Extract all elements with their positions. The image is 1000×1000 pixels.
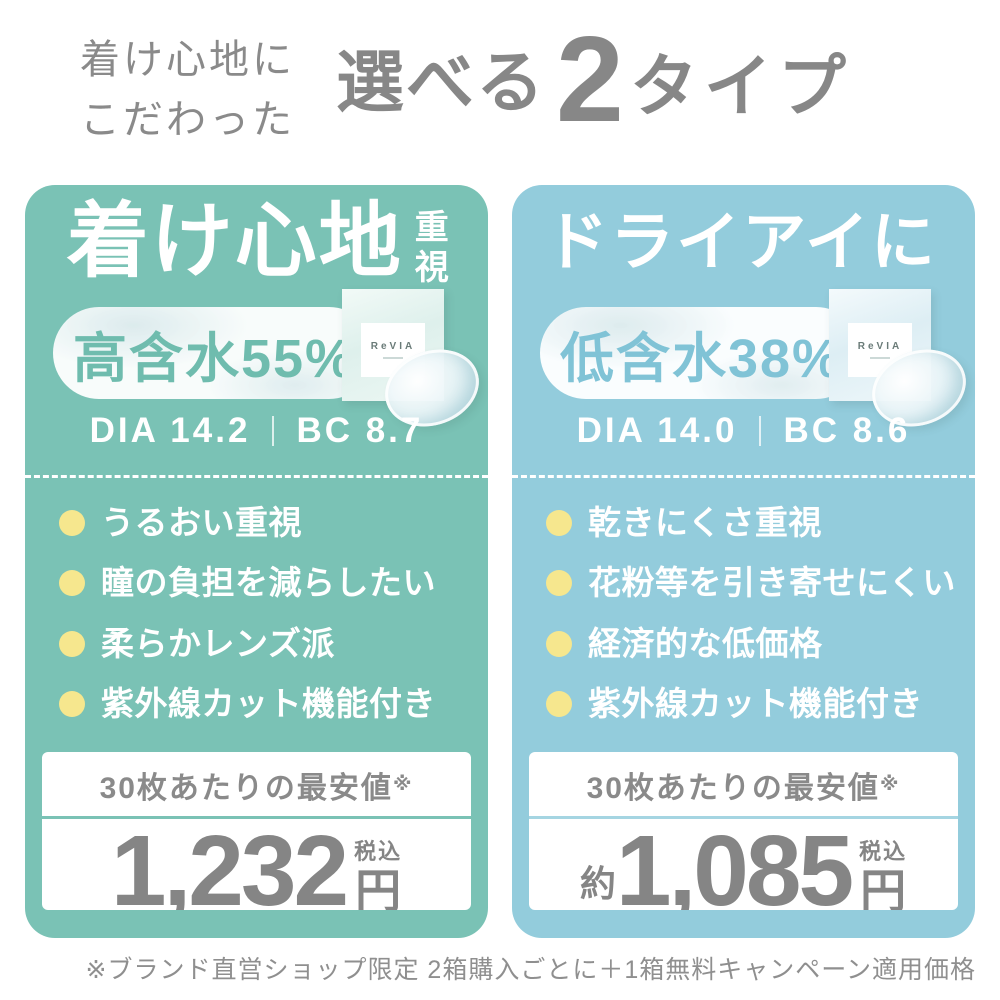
feature-text: 瞳の負担を減らしたい (101, 564, 436, 602)
spec-separator (272, 416, 275, 446)
feature-item: 紫外線カット機能付き (546, 684, 967, 722)
water-content-text: 低含水38% (559, 328, 843, 389)
price-amount: 1,085 (615, 815, 854, 910)
price-label: 30枚あたりの最安値※ (42, 763, 471, 807)
brand-logo: ReVIA (370, 341, 416, 352)
bullet-dot-icon (546, 570, 572, 597)
feature-text: 乾きにくさ重視 (588, 504, 822, 541)
logo-subline (383, 357, 403, 359)
feature-text: 紫外線カット機能付き (101, 684, 436, 722)
spec-dia: DIA 14.0 (576, 411, 738, 450)
card-title: 着け心地 (66, 196, 403, 287)
spec-dia: DIA 14.2 (89, 411, 251, 450)
feature-item: 紫外線カット機能付き (59, 684, 480, 722)
logo-subline (870, 357, 890, 359)
tax-included-label: 税込 (354, 839, 403, 865)
bullet-dot-icon (59, 630, 85, 657)
price-divider (529, 816, 958, 819)
emphasis-side-label: 重視 (409, 209, 448, 289)
price-row: 約 1,085 税込 円 (529, 821, 958, 910)
tax-included-label: 税込 (859, 839, 908, 865)
eyebrow-line-2: こだわった (80, 98, 295, 142)
card-title-row: ドライアイに (512, 199, 975, 285)
asterisk-note: ※ (879, 774, 901, 795)
title-number: 2 (556, 11, 624, 147)
product-card-comfort: 着け心地 重視 高含水55% ReVIA DIA 14.2 BC 8.7 うるお… (25, 185, 490, 938)
price-prefix: 約 (579, 863, 616, 904)
spec-bc: BC 8.7 (296, 411, 424, 450)
card-title: ドライアイに (544, 206, 937, 278)
bullet-dot-icon (546, 630, 572, 657)
dashed-divider (512, 475, 975, 478)
title-post: タイプ (629, 49, 852, 125)
product-image: ReVIA (829, 289, 977, 440)
yen-unit: 円 (355, 865, 402, 910)
price-box: 30枚あたりの最安値※ 約 1,085 税込 円 (529, 752, 958, 910)
price-row: 1,232 税込 円 (42, 821, 471, 910)
feature-list: うるおい重視 瞳の負担を減らしたい 柔らかレンズ派 紫外線カット機能付き (59, 504, 480, 746)
bullet-dot-icon (546, 691, 572, 718)
asterisk-note: ※ (392, 774, 414, 795)
feature-text: 柔らかレンズ派 (101, 624, 335, 662)
spec-separator (759, 416, 762, 446)
product-card-dryeye: ドライアイに 低含水38% ReVIA DIA 14.0 BC 8.6 乾きにく… (512, 185, 977, 938)
dashed-divider (25, 475, 488, 478)
feature-item: 経済的な低価格 (546, 624, 967, 662)
bullet-dot-icon (59, 510, 85, 537)
feature-item: 瞳の負担を減らしたい (59, 564, 480, 602)
feature-item: うるおい重視 (59, 504, 480, 541)
card-title-row: 着け心地 重視 (25, 196, 488, 289)
feature-text: 紫外線カット機能付き (588, 684, 923, 722)
price-unit-group: 税込 円 (354, 834, 402, 910)
page-title: 選べる 2 タイプ (336, 18, 852, 140)
bullet-dot-icon (546, 510, 572, 537)
brand-logo: ReVIA (857, 341, 903, 352)
price-label-text: 30枚あたりの最安値 (99, 772, 393, 805)
spec-row: DIA 14.0 BC 8.6 (512, 411, 975, 451)
feature-list: 乾きにくさ重視 花粉等を引き寄せにくい 経済的な低価格 紫外線カット機能付き (546, 504, 967, 746)
water-content-badge: 低含水38% (540, 307, 862, 399)
feature-item: 柔らかレンズ派 (59, 624, 480, 662)
price-label-text: 30枚あたりの最安値 (586, 772, 880, 805)
eyebrow-line-1: 着け心地に (80, 38, 295, 82)
water-content-text: 高含水55% (72, 328, 356, 389)
spec-row: DIA 14.2 BC 8.7 (25, 411, 488, 451)
price-amount: 1,232 (110, 815, 349, 910)
feature-text: うるおい重視 (101, 504, 302, 541)
feature-item: 乾きにくさ重視 (546, 504, 967, 541)
feature-text: 経済的な低価格 (588, 624, 823, 662)
water-content-badge: 高含水55% (53, 307, 375, 399)
price-divider (42, 816, 471, 819)
feature-item: 花粉等を引き寄せにくい (546, 564, 967, 602)
bullet-dot-icon (59, 570, 85, 597)
spec-bc: BC 8.6 (783, 411, 911, 450)
header-eyebrow: 着け心地に こだわった (80, 30, 295, 150)
yen-unit: 円 (860, 865, 907, 910)
title-pre: 選べる (336, 45, 547, 121)
feature-text: 花粉等を引き寄せにくい (588, 564, 956, 602)
campaign-footnote: ※ブランド直営ショップ限定 2箱購入ごとに＋1箱無料キャンペーン適用価格 (85, 956, 976, 984)
bullet-dot-icon (59, 691, 85, 718)
price-unit-group: 税込 円 (859, 834, 907, 910)
price-box: 30枚あたりの最安値※ 1,232 税込 円 (42, 752, 471, 910)
price-label: 30枚あたりの最安値※ (529, 763, 958, 807)
product-image: ReVIA (342, 289, 490, 440)
